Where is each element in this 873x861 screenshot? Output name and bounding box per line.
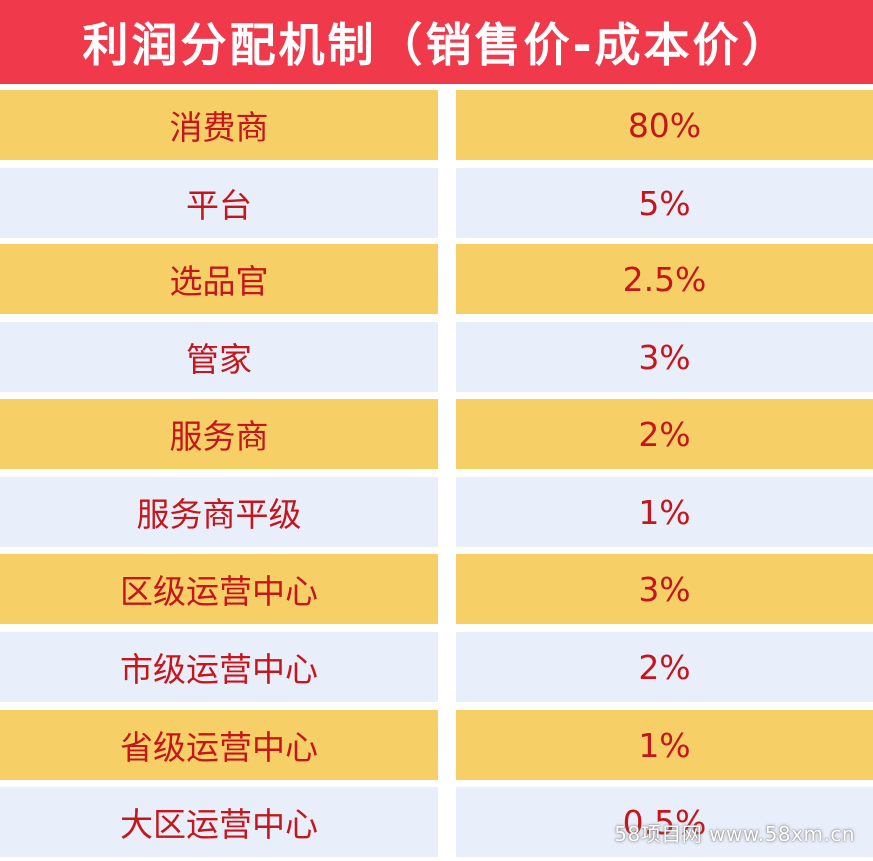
table-row: 市级运营中心 2% <box>0 632 873 702</box>
share-cell: 1% <box>456 710 873 780</box>
table-row: 区级运营中心 3% <box>0 554 873 624</box>
role-cell: 省级运营中心 <box>0 710 438 780</box>
share-cell: 3% <box>456 322 873 392</box>
table-row: 消费商 80% <box>0 90 873 160</box>
role-cell: 服务商 <box>0 399 438 469</box>
table-row: 省级运营中心 1% <box>0 710 873 780</box>
table-row: 平台 5% <box>0 168 873 238</box>
role-cell: 平台 <box>0 168 438 238</box>
profit-distribution-table: 消费商 80% 平台 5% 选品官 2.5% 管家 3% 服务商 2% 服务商平… <box>0 84 873 861</box>
share-cell: 3% <box>456 554 873 624</box>
share-cell: 2.5% <box>456 244 873 314</box>
table-row: 服务商 2% <box>0 399 873 469</box>
table-row: 选品官 2.5% <box>0 244 873 314</box>
role-cell: 管家 <box>0 322 438 392</box>
role-cell: 大区运营中心 <box>0 787 438 857</box>
page-title: 利润分配机制（销售价-成本价） <box>82 18 791 72</box>
share-cell: 2% <box>456 632 873 702</box>
role-cell: 消费商 <box>0 90 438 160</box>
role-cell: 选品官 <box>0 244 438 314</box>
share-cell: 80% <box>456 90 873 160</box>
table-row: 管家 3% <box>0 322 873 392</box>
role-cell: 服务商平级 <box>0 477 438 547</box>
table-row: 服务商平级 1% <box>0 477 873 547</box>
role-cell: 市级运营中心 <box>0 632 438 702</box>
role-cell: 区级运营中心 <box>0 554 438 624</box>
share-cell: 2% <box>456 399 873 469</box>
watermark: 58项目网 www.58xm.cn <box>614 822 855 846</box>
title-banner: 利润分配机制（销售价-成本价） <box>0 0 873 84</box>
table-row: 大区运营中心 0.5% <box>0 787 873 857</box>
share-cell: 1% <box>456 477 873 547</box>
share-cell: 0.5% <box>456 787 873 857</box>
share-cell: 5% <box>456 168 873 238</box>
